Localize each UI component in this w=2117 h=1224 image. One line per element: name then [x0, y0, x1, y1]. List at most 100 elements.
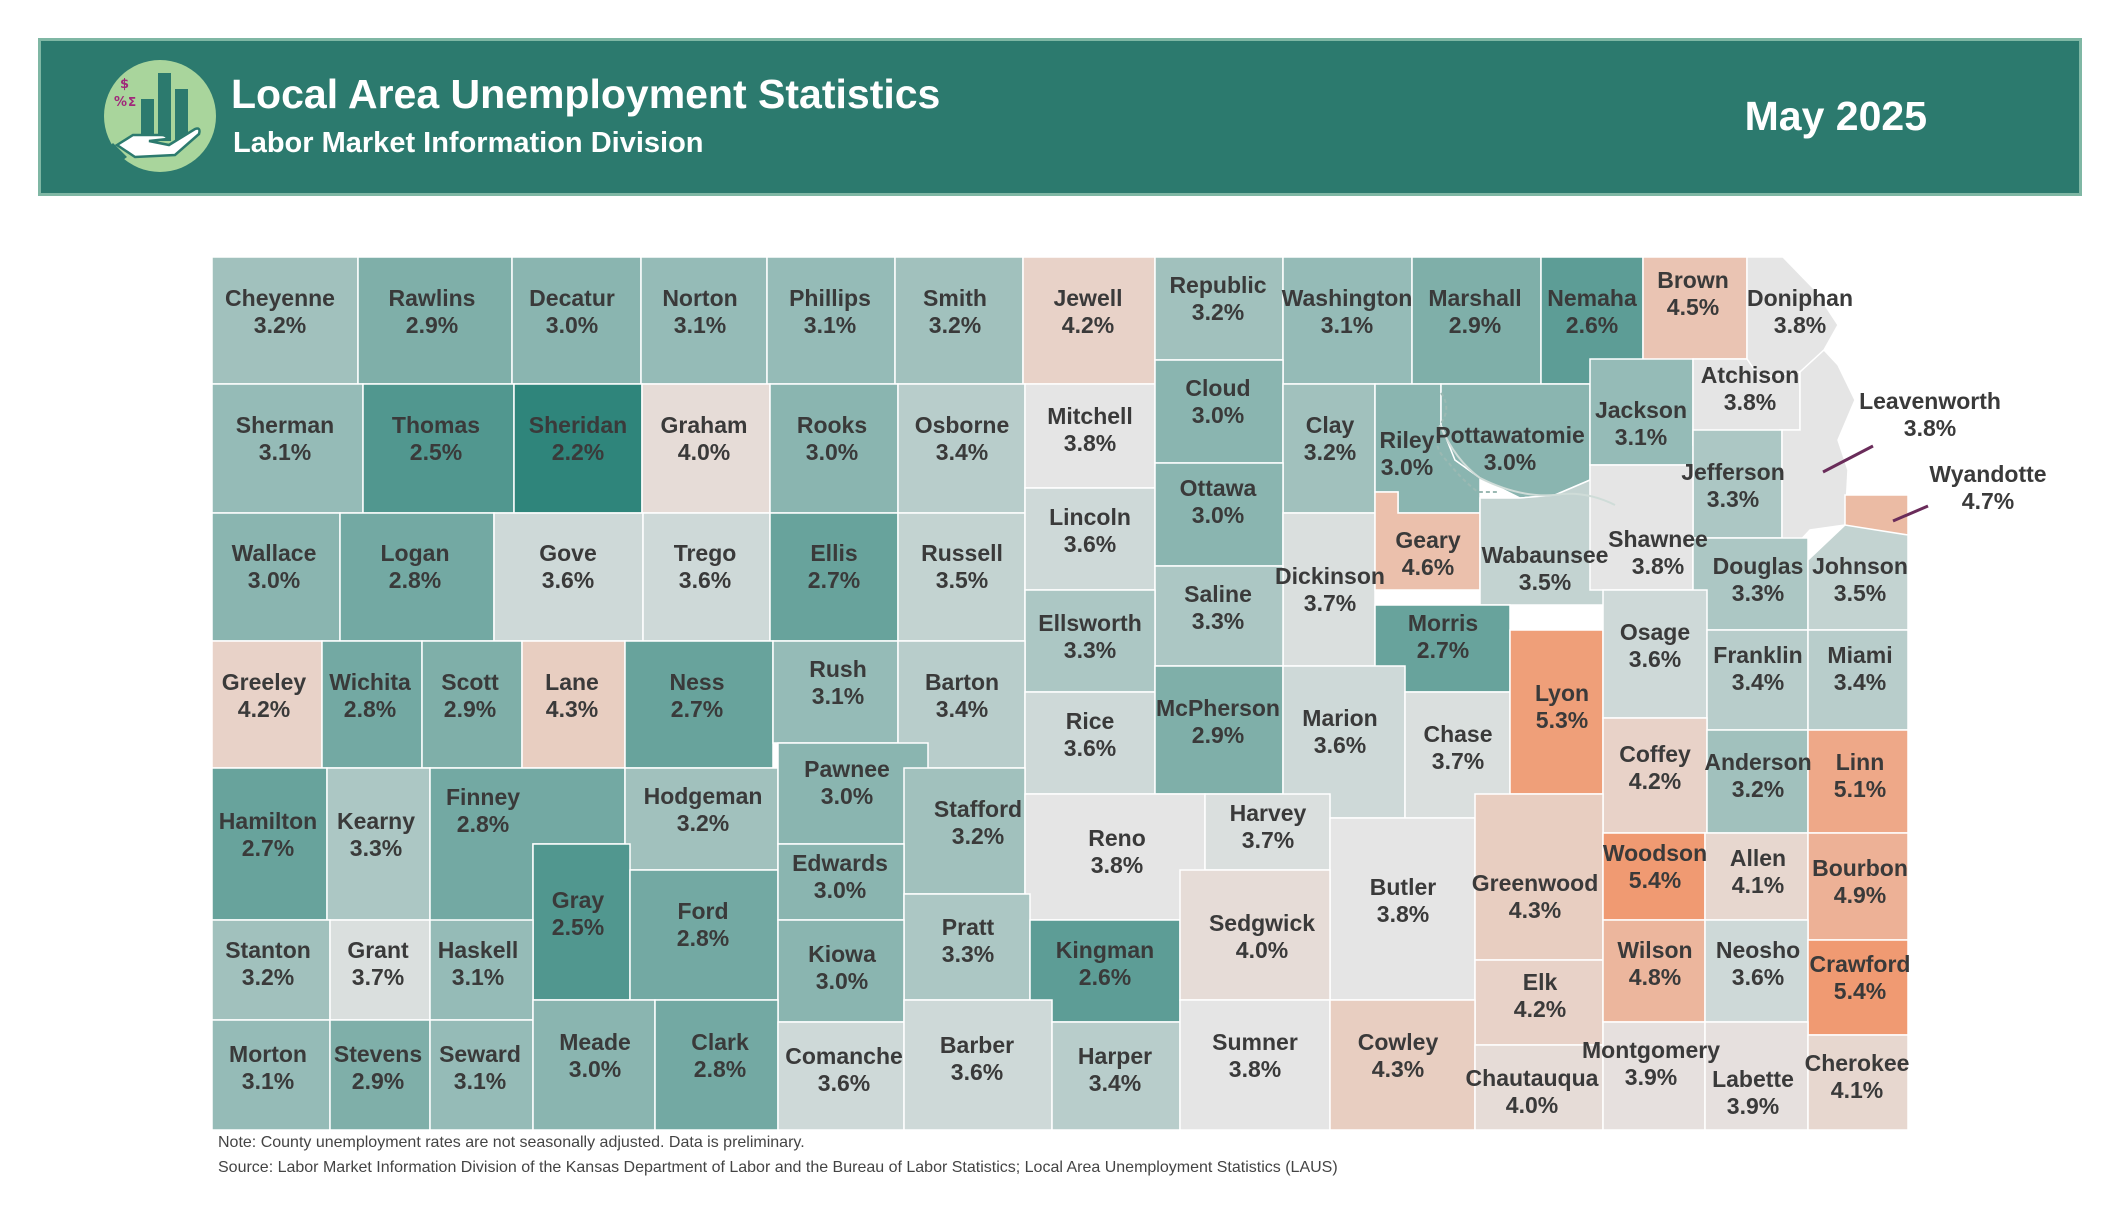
- county-name-johnson: Johnson: [1812, 553, 1908, 579]
- county-name-comanche: Comanche: [785, 1043, 903, 1069]
- county-name-lincoln: Lincoln: [1049, 504, 1131, 530]
- map-annotations: [1435, 392, 1929, 523]
- county-rate-mitchell: 3.8%: [1064, 430, 1116, 456]
- county-name-graham: Graham: [661, 412, 748, 438]
- county-name-marshall: Marshall: [1428, 285, 1521, 311]
- report-period: May 2025: [1744, 93, 1927, 139]
- county-name-russell: Russell: [921, 540, 1003, 566]
- county-name-harper: Harper: [1078, 1043, 1152, 1069]
- county-rate-douglas: 3.3%: [1732, 580, 1784, 606]
- county-name-washington: Washington: [1282, 285, 1413, 311]
- county-name-rawlins: Rawlins: [389, 285, 476, 311]
- county-name-scott: Scott: [441, 669, 499, 695]
- money-hand-bar-chart-icon: $ % Σ: [104, 60, 216, 172]
- county-rate-riley: 3.0%: [1381, 454, 1433, 480]
- county-rate-ottawa: 3.0%: [1192, 502, 1244, 528]
- county-name-barber: Barber: [940, 1032, 1014, 1058]
- county-name-greenwood: Greenwood: [1472, 870, 1599, 896]
- county-name-thomas: Thomas: [392, 412, 480, 438]
- county-name-norton: Norton: [662, 285, 737, 311]
- county-name-osage: Osage: [1620, 619, 1690, 645]
- riley-border-line: [1435, 392, 1497, 493]
- county-rate-gove: 3.6%: [542, 567, 594, 593]
- county-name-rush: Rush: [809, 656, 867, 682]
- county-name-ottawa: Ottawa: [1180, 475, 1257, 501]
- county-name-cherokee: Cherokee: [1805, 1050, 1910, 1076]
- county-name-elk: Elk: [1523, 969, 1558, 995]
- county-name-kingman: Kingman: [1056, 937, 1154, 963]
- county-name-finney: Finney: [446, 784, 520, 810]
- county-rate-rush: 3.1%: [812, 683, 864, 709]
- county-rate-greenwood: 4.3%: [1509, 897, 1561, 923]
- county-name-dickinson: Dickinson: [1275, 563, 1385, 589]
- county-name-clay: Clay: [1306, 412, 1355, 438]
- county-rate-chautauqua: 4.0%: [1506, 1092, 1558, 1118]
- county-rate-edwards: 3.0%: [814, 877, 866, 903]
- county-rate-sheridan: 2.2%: [552, 439, 604, 465]
- county-rate-morris: 2.7%: [1417, 637, 1469, 663]
- county-name-cheyenne: Cheyenne: [225, 285, 335, 311]
- county-name-gove: Gove: [539, 540, 597, 566]
- county-rate-montgomery: 3.9%: [1625, 1064, 1677, 1090]
- county-name-sherman: Sherman: [236, 412, 334, 438]
- county-rate-barton: 3.4%: [936, 696, 988, 722]
- county-rate-linn: 5.1%: [1834, 776, 1886, 802]
- county-name-morris: Morris: [1408, 610, 1478, 636]
- county-name-lane: Lane: [545, 669, 599, 695]
- county-rate-osage: 3.6%: [1629, 646, 1681, 672]
- county-name-stanton: Stanton: [225, 937, 311, 963]
- county-rate-logan: 2.8%: [389, 567, 441, 593]
- county-name-kearny: Kearny: [337, 808, 415, 834]
- county-rate-stafford: 3.2%: [952, 823, 1004, 849]
- county-name-jackson: Jackson: [1595, 397, 1687, 423]
- county-name-hamilton: Hamilton: [219, 808, 317, 834]
- county-name-wabaunsee: Wabaunsee: [1482, 542, 1609, 568]
- county-rate-decatur: 3.0%: [546, 312, 598, 338]
- county-name-greeley: Greeley: [222, 669, 307, 695]
- county-name-kiowa: Kiowa: [808, 941, 876, 967]
- county-leavenworth: [1781, 348, 1856, 562]
- county-name-allen: Allen: [1730, 845, 1786, 871]
- page-subtitle: Labor Market Information Division: [233, 127, 704, 159]
- county-rate-cheyenne: 3.2%: [254, 312, 306, 338]
- county-rate-nemaha: 2.6%: [1566, 312, 1618, 338]
- county-name-franklin: Franklin: [1713, 642, 1802, 668]
- county-rate-harvey: 3.7%: [1242, 827, 1294, 853]
- county-name-rice: Rice: [1066, 708, 1115, 734]
- county-rate-jefferson: 3.3%: [1707, 486, 1759, 512]
- county-name-meade: Meade: [559, 1029, 631, 1055]
- county-name-pawnee: Pawnee: [804, 756, 890, 782]
- county-name-lyon: Lyon: [1535, 680, 1589, 706]
- county-rate-atchison: 3.8%: [1724, 389, 1776, 415]
- county-name-sedgwick: Sedgwick: [1209, 910, 1315, 936]
- county-rate-haskell: 3.1%: [452, 964, 504, 990]
- county-rate-barber: 3.6%: [951, 1059, 1003, 1085]
- source-note: Source: Labor Market Information Divisio…: [218, 1159, 1338, 1176]
- county-name-montgomery: Montgomery: [1582, 1037, 1720, 1063]
- county-rate-osborne: 3.4%: [936, 439, 988, 465]
- county-rate-graham: 4.0%: [678, 439, 730, 465]
- county-rate-lyon: 5.3%: [1536, 707, 1588, 733]
- county-name-grant: Grant: [347, 937, 409, 963]
- county-name-wilson: Wilson: [1617, 937, 1692, 963]
- county-rate-seward: 3.1%: [454, 1068, 506, 1094]
- svg-text:Σ: Σ: [128, 95, 136, 109]
- county-rate-smith: 3.2%: [929, 312, 981, 338]
- county-name-gray: Gray: [552, 887, 605, 913]
- county-rate-pawnee: 3.0%: [821, 783, 873, 809]
- county-rate-finney: 2.8%: [457, 811, 509, 837]
- county-name-stevens: Stevens: [334, 1041, 422, 1067]
- county-rate-coffey: 4.2%: [1629, 768, 1681, 794]
- county-name-sheridan: Sheridan: [529, 412, 627, 438]
- county-name-trego: Trego: [674, 540, 737, 566]
- page-title: Local Area Unemployment Statistics: [231, 71, 941, 117]
- county-rate-russell: 3.5%: [936, 567, 988, 593]
- county-name-jewell: Jewell: [1053, 285, 1122, 311]
- county-rate-sumner: 3.8%: [1229, 1056, 1281, 1082]
- leavenworth-leader-line: [1822, 444, 1874, 474]
- county-rate-allen: 4.1%: [1732, 872, 1784, 898]
- county-rate-harper: 3.4%: [1089, 1070, 1141, 1096]
- county-name-wichita: Wichita: [329, 669, 411, 695]
- county-rate-lincoln: 3.6%: [1064, 531, 1116, 557]
- county-rate-brown: 4.5%: [1667, 294, 1719, 320]
